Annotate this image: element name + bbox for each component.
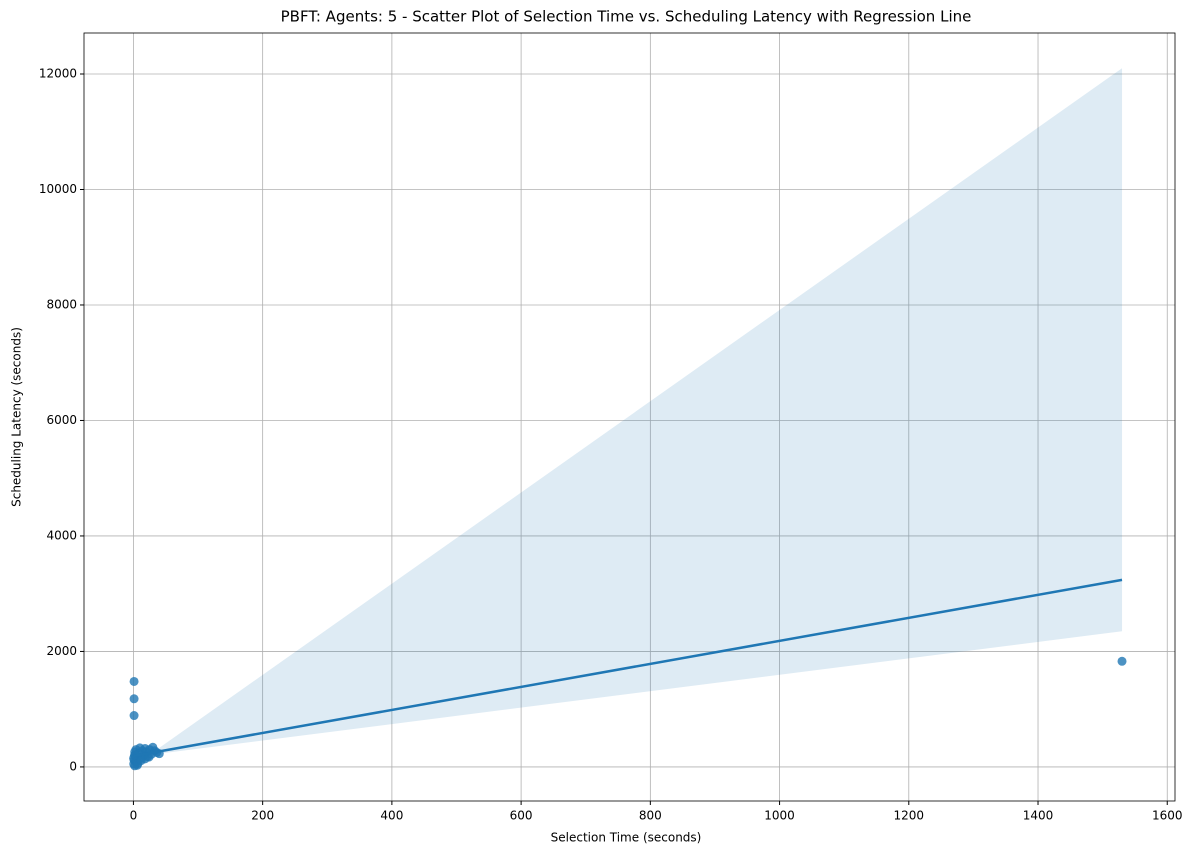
y-tick-label: 8000 [46, 297, 77, 311]
x-tick-label: 800 [639, 809, 662, 823]
y-tick-label: 0 [69, 759, 77, 773]
point [1117, 656, 1127, 666]
chart-title: PBFT: Agents: 5 - Scatter Plot of Select… [281, 8, 972, 26]
x-tick-label: 200 [251, 809, 274, 823]
point [129, 694, 139, 704]
point [129, 676, 139, 686]
x-tick-label: 600 [510, 809, 533, 823]
x-tick-label: 400 [380, 809, 403, 823]
x-axis-label: Selection Time (seconds) [551, 831, 702, 845]
point [129, 711, 139, 721]
y-axis-label: Scheduling Latency (seconds) [10, 327, 24, 507]
y-tick-label: 10000 [39, 182, 77, 196]
y-tick-label: 2000 [46, 644, 77, 658]
x-tick-label: 1400 [1023, 809, 1054, 823]
x-tick-label: 1600 [1152, 809, 1183, 823]
x-tick-label: 1000 [764, 809, 795, 823]
regression-line [133, 578, 1123, 758]
y-tick-label: 4000 [46, 528, 77, 542]
confidence-band [133, 68, 1123, 758]
x-tick-label: 0 [130, 809, 138, 823]
y-tick-label: 12000 [39, 66, 77, 80]
plot-frame [83, 32, 1176, 802]
x-tick-label: 1200 [894, 809, 925, 823]
y-tick-label: 6000 [46, 413, 77, 427]
